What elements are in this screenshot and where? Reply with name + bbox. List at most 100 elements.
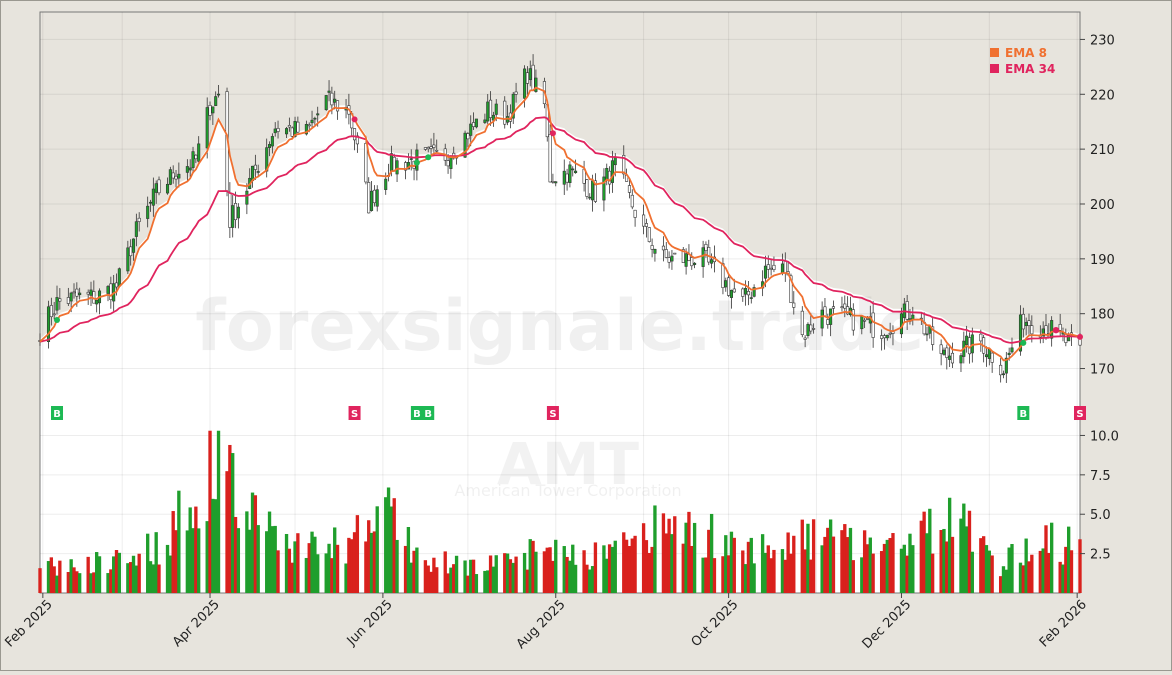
volume-bar <box>987 550 991 593</box>
volume-bar <box>253 495 258 593</box>
candle-body <box>157 179 161 194</box>
candle-body <box>749 297 753 299</box>
candle-body <box>324 95 328 110</box>
volume-bar <box>367 520 371 593</box>
volume-bar <box>134 565 139 593</box>
volume-bar <box>732 537 736 593</box>
candle-body <box>763 265 767 279</box>
volume-bar <box>871 553 875 593</box>
candle-body <box>593 180 597 202</box>
volume-bar <box>928 508 932 593</box>
volume-bar <box>590 566 595 593</box>
candle-body <box>106 286 110 294</box>
sell-signal-label: S <box>1076 409 1083 420</box>
volume-bar <box>313 536 317 593</box>
candle-body <box>46 306 51 342</box>
volume-bar <box>692 522 697 593</box>
buy-signal-label: B <box>53 409 61 420</box>
candle-body <box>194 154 198 160</box>
candle-body <box>86 291 90 295</box>
plot-fill-region <box>40 84 1080 386</box>
volume-bar <box>131 555 136 593</box>
plot-border-top <box>39 11 1081 594</box>
volume-bar <box>712 558 717 593</box>
candle-body <box>466 133 470 140</box>
candle-body <box>1018 314 1023 352</box>
candle-body <box>389 153 393 172</box>
candle-body <box>905 301 909 320</box>
candle-body <box>809 324 813 332</box>
candle-body <box>990 352 994 363</box>
candle-body <box>126 247 130 272</box>
candle-body <box>55 297 59 311</box>
ema34-line <box>39 116 1081 344</box>
candle-body <box>449 156 453 169</box>
volume-bar <box>389 506 394 593</box>
candle-body <box>831 306 835 309</box>
volume-bar <box>1058 561 1062 593</box>
candle-body <box>66 297 70 304</box>
candle-body <box>664 249 668 258</box>
candle-body <box>684 253 688 267</box>
volume-bar <box>984 545 989 593</box>
candle-body <box>800 310 804 335</box>
volume-bar <box>605 558 609 593</box>
sell-signal-marker <box>348 406 361 420</box>
candle-body <box>503 100 507 125</box>
candle-body <box>474 118 478 128</box>
candle-body <box>766 264 770 270</box>
candle-body <box>729 289 733 298</box>
candle-body <box>256 171 260 173</box>
candle-body <box>287 125 291 128</box>
candle-body <box>752 287 756 297</box>
volume-bar <box>307 543 311 593</box>
volume-bar <box>531 540 535 593</box>
volume-bar <box>709 513 714 593</box>
candle-body <box>647 227 651 242</box>
candle-body <box>602 176 606 201</box>
candle-body <box>432 144 436 148</box>
volume-bar <box>75 571 79 593</box>
volume-bar <box>848 527 853 593</box>
candle-body <box>293 121 297 137</box>
candle-body <box>653 248 657 254</box>
candle-body <box>1007 352 1011 356</box>
candle-body <box>333 98 337 103</box>
candle-body <box>245 190 249 205</box>
volume-bar <box>922 511 926 593</box>
volume-bar <box>395 539 399 593</box>
volume-bar <box>542 551 547 593</box>
y-tick-label: 190 <box>1090 253 1115 268</box>
volume-bar <box>270 526 275 593</box>
volume-bar <box>369 532 374 593</box>
sell-signal-dot <box>1077 333 1083 340</box>
volume-bar <box>769 558 773 593</box>
candle-body <box>551 181 555 183</box>
watermark-company: American Tower Corporation <box>454 481 681 500</box>
volume-bar <box>528 539 532 593</box>
volume-bar <box>800 519 804 593</box>
volume-bar <box>967 510 972 593</box>
candle-body <box>1027 320 1031 326</box>
volume-bar <box>998 576 1003 593</box>
candle-body <box>426 147 430 150</box>
volume-bar <box>474 574 479 593</box>
volume-bar <box>1007 547 1011 593</box>
volume-bar <box>610 546 615 593</box>
candle-body <box>211 106 215 114</box>
volume-bar <box>573 564 578 593</box>
volume-bar <box>208 430 212 593</box>
candle-body <box>1041 328 1045 337</box>
volume-bar <box>780 549 785 593</box>
volume-tick-label: 7.5 <box>1090 469 1111 484</box>
volume-bar <box>137 553 141 593</box>
volume-bar <box>650 546 654 593</box>
volume-bar <box>92 572 96 593</box>
candle-body <box>571 168 575 171</box>
volume-bar <box>386 487 391 593</box>
volume-bar <box>89 573 93 593</box>
volume-bar <box>284 533 289 593</box>
volume-bar <box>211 498 215 593</box>
candle-body <box>554 181 558 184</box>
candle-body <box>851 309 855 331</box>
